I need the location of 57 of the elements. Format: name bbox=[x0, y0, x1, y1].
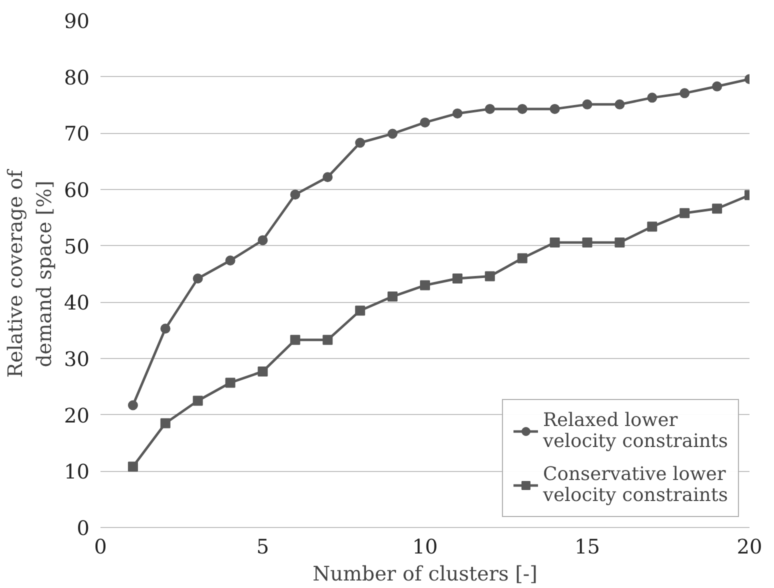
y-tick-label: 40 bbox=[64, 290, 90, 315]
x-tick-label: 20 bbox=[736, 534, 762, 558]
point bbox=[647, 92, 658, 103]
y-tick-label: 50 bbox=[64, 234, 90, 258]
point bbox=[712, 204, 722, 214]
point bbox=[550, 237, 560, 248]
point bbox=[290, 190, 300, 200]
point bbox=[484, 271, 495, 282]
point bbox=[614, 99, 625, 110]
y-tick-label: 80 bbox=[64, 65, 90, 90]
point bbox=[550, 104, 560, 114]
legend-label: Relaxed lower velocity constraints bbox=[542, 410, 728, 452]
y-tick-label: 0 bbox=[76, 516, 90, 540]
point bbox=[647, 222, 658, 232]
point bbox=[712, 81, 722, 92]
point bbox=[517, 253, 528, 264]
point bbox=[192, 274, 203, 284]
y-tick-label: 20 bbox=[64, 403, 90, 428]
point bbox=[517, 104, 528, 114]
point bbox=[680, 208, 690, 218]
point bbox=[225, 378, 236, 388]
point bbox=[355, 138, 366, 148]
point bbox=[452, 274, 462, 284]
point bbox=[160, 324, 170, 334]
y-tick-label: 10 bbox=[64, 460, 90, 484]
y-axis-title: Relative coverage of demand space [%] bbox=[3, 168, 56, 378]
point bbox=[582, 99, 592, 110]
point bbox=[420, 280, 430, 290]
point bbox=[192, 396, 203, 406]
x-tick-label: 5 bbox=[256, 534, 270, 558]
point bbox=[388, 292, 398, 302]
point bbox=[484, 104, 495, 114]
point bbox=[128, 400, 138, 410]
point bbox=[225, 255, 236, 266]
point bbox=[680, 88, 690, 98]
y-tick-label: 30 bbox=[64, 347, 90, 371]
x-tick-label: 0 bbox=[94, 534, 107, 558]
point bbox=[452, 108, 462, 118]
point bbox=[582, 237, 592, 248]
x-tick-label: 10 bbox=[412, 534, 438, 558]
x-tick-label: 15 bbox=[574, 534, 600, 558]
point bbox=[290, 334, 300, 345]
y-tick-label: 90 bbox=[64, 9, 90, 33]
point bbox=[355, 306, 366, 316]
legend-label: Conservative lower velocity constraints bbox=[542, 464, 728, 506]
point bbox=[420, 117, 430, 128]
point bbox=[128, 462, 138, 472]
point bbox=[322, 334, 333, 345]
x-axis-title: Number of clusters [-] bbox=[312, 562, 538, 586]
point bbox=[160, 418, 170, 428]
point bbox=[322, 172, 333, 182]
y-tick-label: 70 bbox=[64, 122, 90, 146]
point bbox=[388, 128, 398, 139]
y-tick-label: 60 bbox=[64, 178, 90, 202]
point bbox=[258, 366, 268, 376]
point bbox=[258, 235, 268, 246]
point bbox=[614, 237, 625, 248]
